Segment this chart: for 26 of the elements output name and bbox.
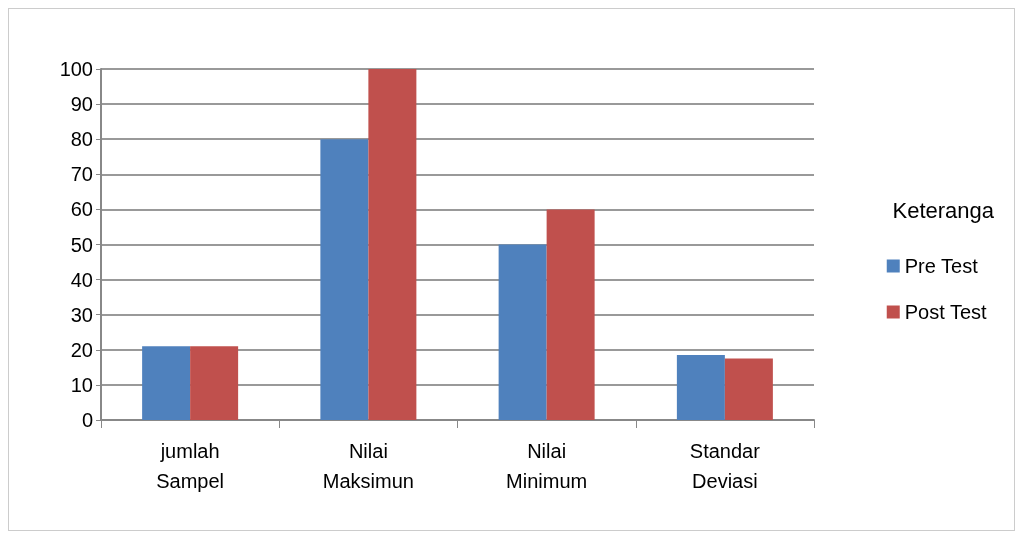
y-tick-label: 20 xyxy=(70,338,93,361)
bar xyxy=(320,139,369,420)
bar xyxy=(498,244,547,420)
bar xyxy=(190,346,239,420)
legend-title: Keteranga xyxy=(892,197,995,223)
bar xyxy=(546,209,595,420)
y-tick-label: 50 xyxy=(70,233,93,256)
y-tick-label: 10 xyxy=(70,373,93,396)
x-tick-label: jumlah Sampel xyxy=(156,440,225,492)
y-tick-label: 0 xyxy=(81,409,93,431)
y-tick-label: 70 xyxy=(70,163,93,186)
x-tick-label: Standar Deviasi xyxy=(689,440,761,492)
legend-label: Pre Test xyxy=(904,255,979,277)
legend-label: Post Test xyxy=(904,301,988,323)
y-tick-label: 80 xyxy=(70,128,93,151)
x-tick-label: Nilai Minimum xyxy=(506,440,588,492)
bar xyxy=(676,355,725,420)
bar xyxy=(368,69,417,420)
bar xyxy=(142,346,191,420)
x-tick-label: Nilai Maksimun xyxy=(322,440,414,492)
y-tick-label: 60 xyxy=(70,198,93,221)
y-tick-label: 90 xyxy=(70,93,93,116)
y-tick-label: 40 xyxy=(70,268,93,291)
bar xyxy=(724,358,773,420)
y-tick-label: 100 xyxy=(59,58,93,80)
y-tick-label: 30 xyxy=(70,303,93,326)
